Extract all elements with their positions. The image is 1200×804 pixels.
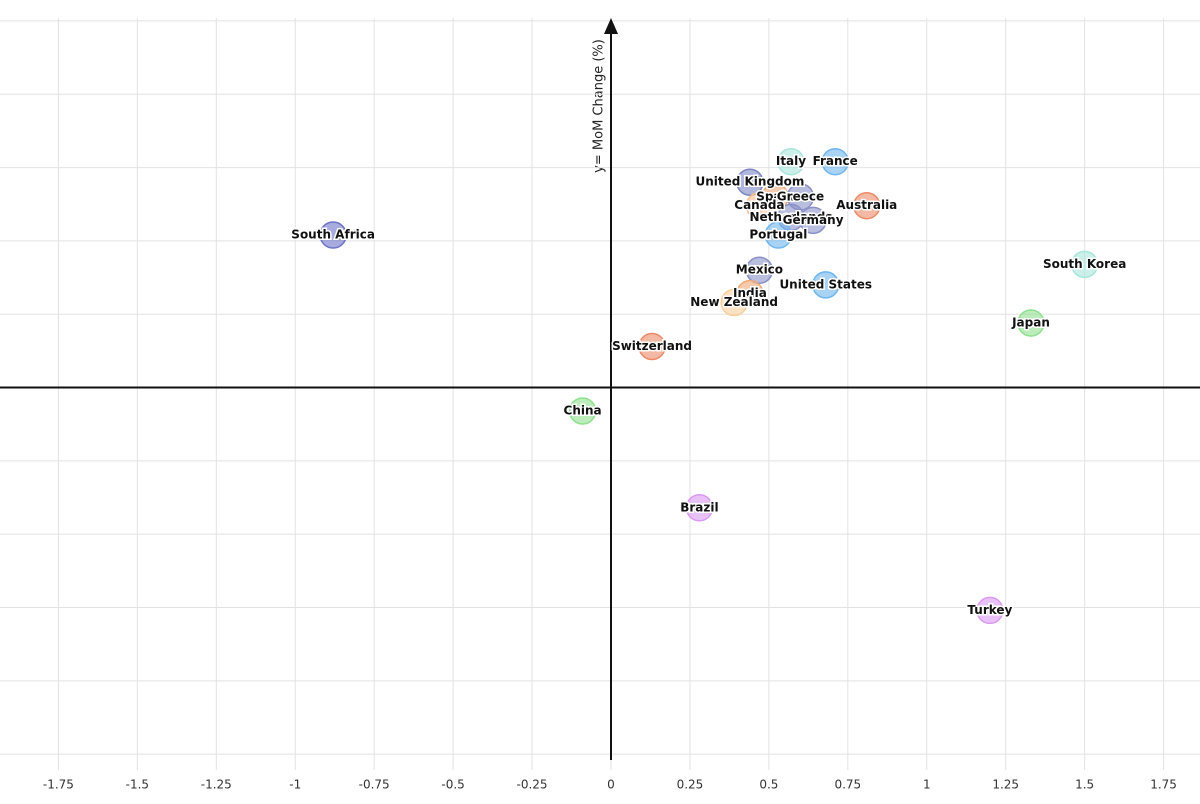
- point-label: Mexico: [736, 263, 783, 277]
- point: [720, 288, 748, 317]
- x-tick-label: -0.75: [359, 778, 390, 792]
- x-tick-label: 0: [607, 778, 615, 792]
- point-label: Australia: [836, 198, 897, 212]
- point: [811, 271, 840, 299]
- point: [1017, 309, 1045, 337]
- point-label: New Zealand: [690, 295, 778, 309]
- point: [736, 168, 764, 196]
- point-label: Brazil: [680, 500, 718, 514]
- x-tick-label: 1.75: [1150, 778, 1177, 792]
- x-tick-label: -1.5: [126, 778, 149, 792]
- point-label: Japan: [1011, 316, 1050, 330]
- point-label: Portugal: [749, 228, 807, 242]
- point-label: United States: [779, 277, 872, 291]
- point-label: Spain: [756, 189, 794, 203]
- x-tick-label: -0.5: [441, 778, 464, 792]
- point-label: South Korea: [1043, 257, 1126, 271]
- point: [764, 221, 793, 249]
- x-tick-label: 0.25: [677, 778, 704, 792]
- point: [1070, 250, 1099, 279]
- point: [685, 494, 714, 522]
- x-tick-label: 1: [923, 778, 931, 792]
- x-tick-label: 0.5: [759, 778, 778, 792]
- point: [821, 147, 849, 176]
- x-tick-label: 1.25: [992, 778, 1019, 792]
- y-axis-arrow: [604, 18, 618, 34]
- point-label: South Africa: [291, 228, 375, 242]
- point-label: Turkey: [967, 603, 1012, 617]
- point-label: Greece: [777, 189, 824, 203]
- point: [976, 596, 1004, 625]
- point-label: France: [813, 154, 858, 168]
- point: [638, 332, 666, 361]
- point: [745, 191, 774, 220]
- x-tick-label: -0.25: [517, 778, 548, 792]
- point: [568, 397, 597, 425]
- point-label: Germany: [783, 213, 844, 227]
- y-axis-label: y= MoM Change (%): [592, 39, 607, 173]
- point: [799, 206, 827, 235]
- point: [853, 191, 881, 220]
- point: [319, 221, 347, 249]
- x-tick-label: 1.5: [1075, 778, 1094, 792]
- point-label: India: [733, 286, 767, 300]
- point: [777, 147, 805, 176]
- x-tick-label: -1.25: [201, 778, 232, 792]
- point: [745, 256, 774, 284]
- point-label: China: [564, 403, 602, 417]
- x-tick-label: -1: [289, 778, 301, 792]
- x-tick-label: -1.75: [43, 778, 74, 792]
- point-label: Canada: [734, 198, 784, 212]
- point-label: United Kingdom: [695, 175, 804, 189]
- point-label: Italy: [776, 154, 806, 168]
- point-label: Netherlands: [749, 210, 832, 224]
- x-tick-label: 0.75: [834, 778, 861, 792]
- point-label: Switzerland: [612, 339, 692, 353]
